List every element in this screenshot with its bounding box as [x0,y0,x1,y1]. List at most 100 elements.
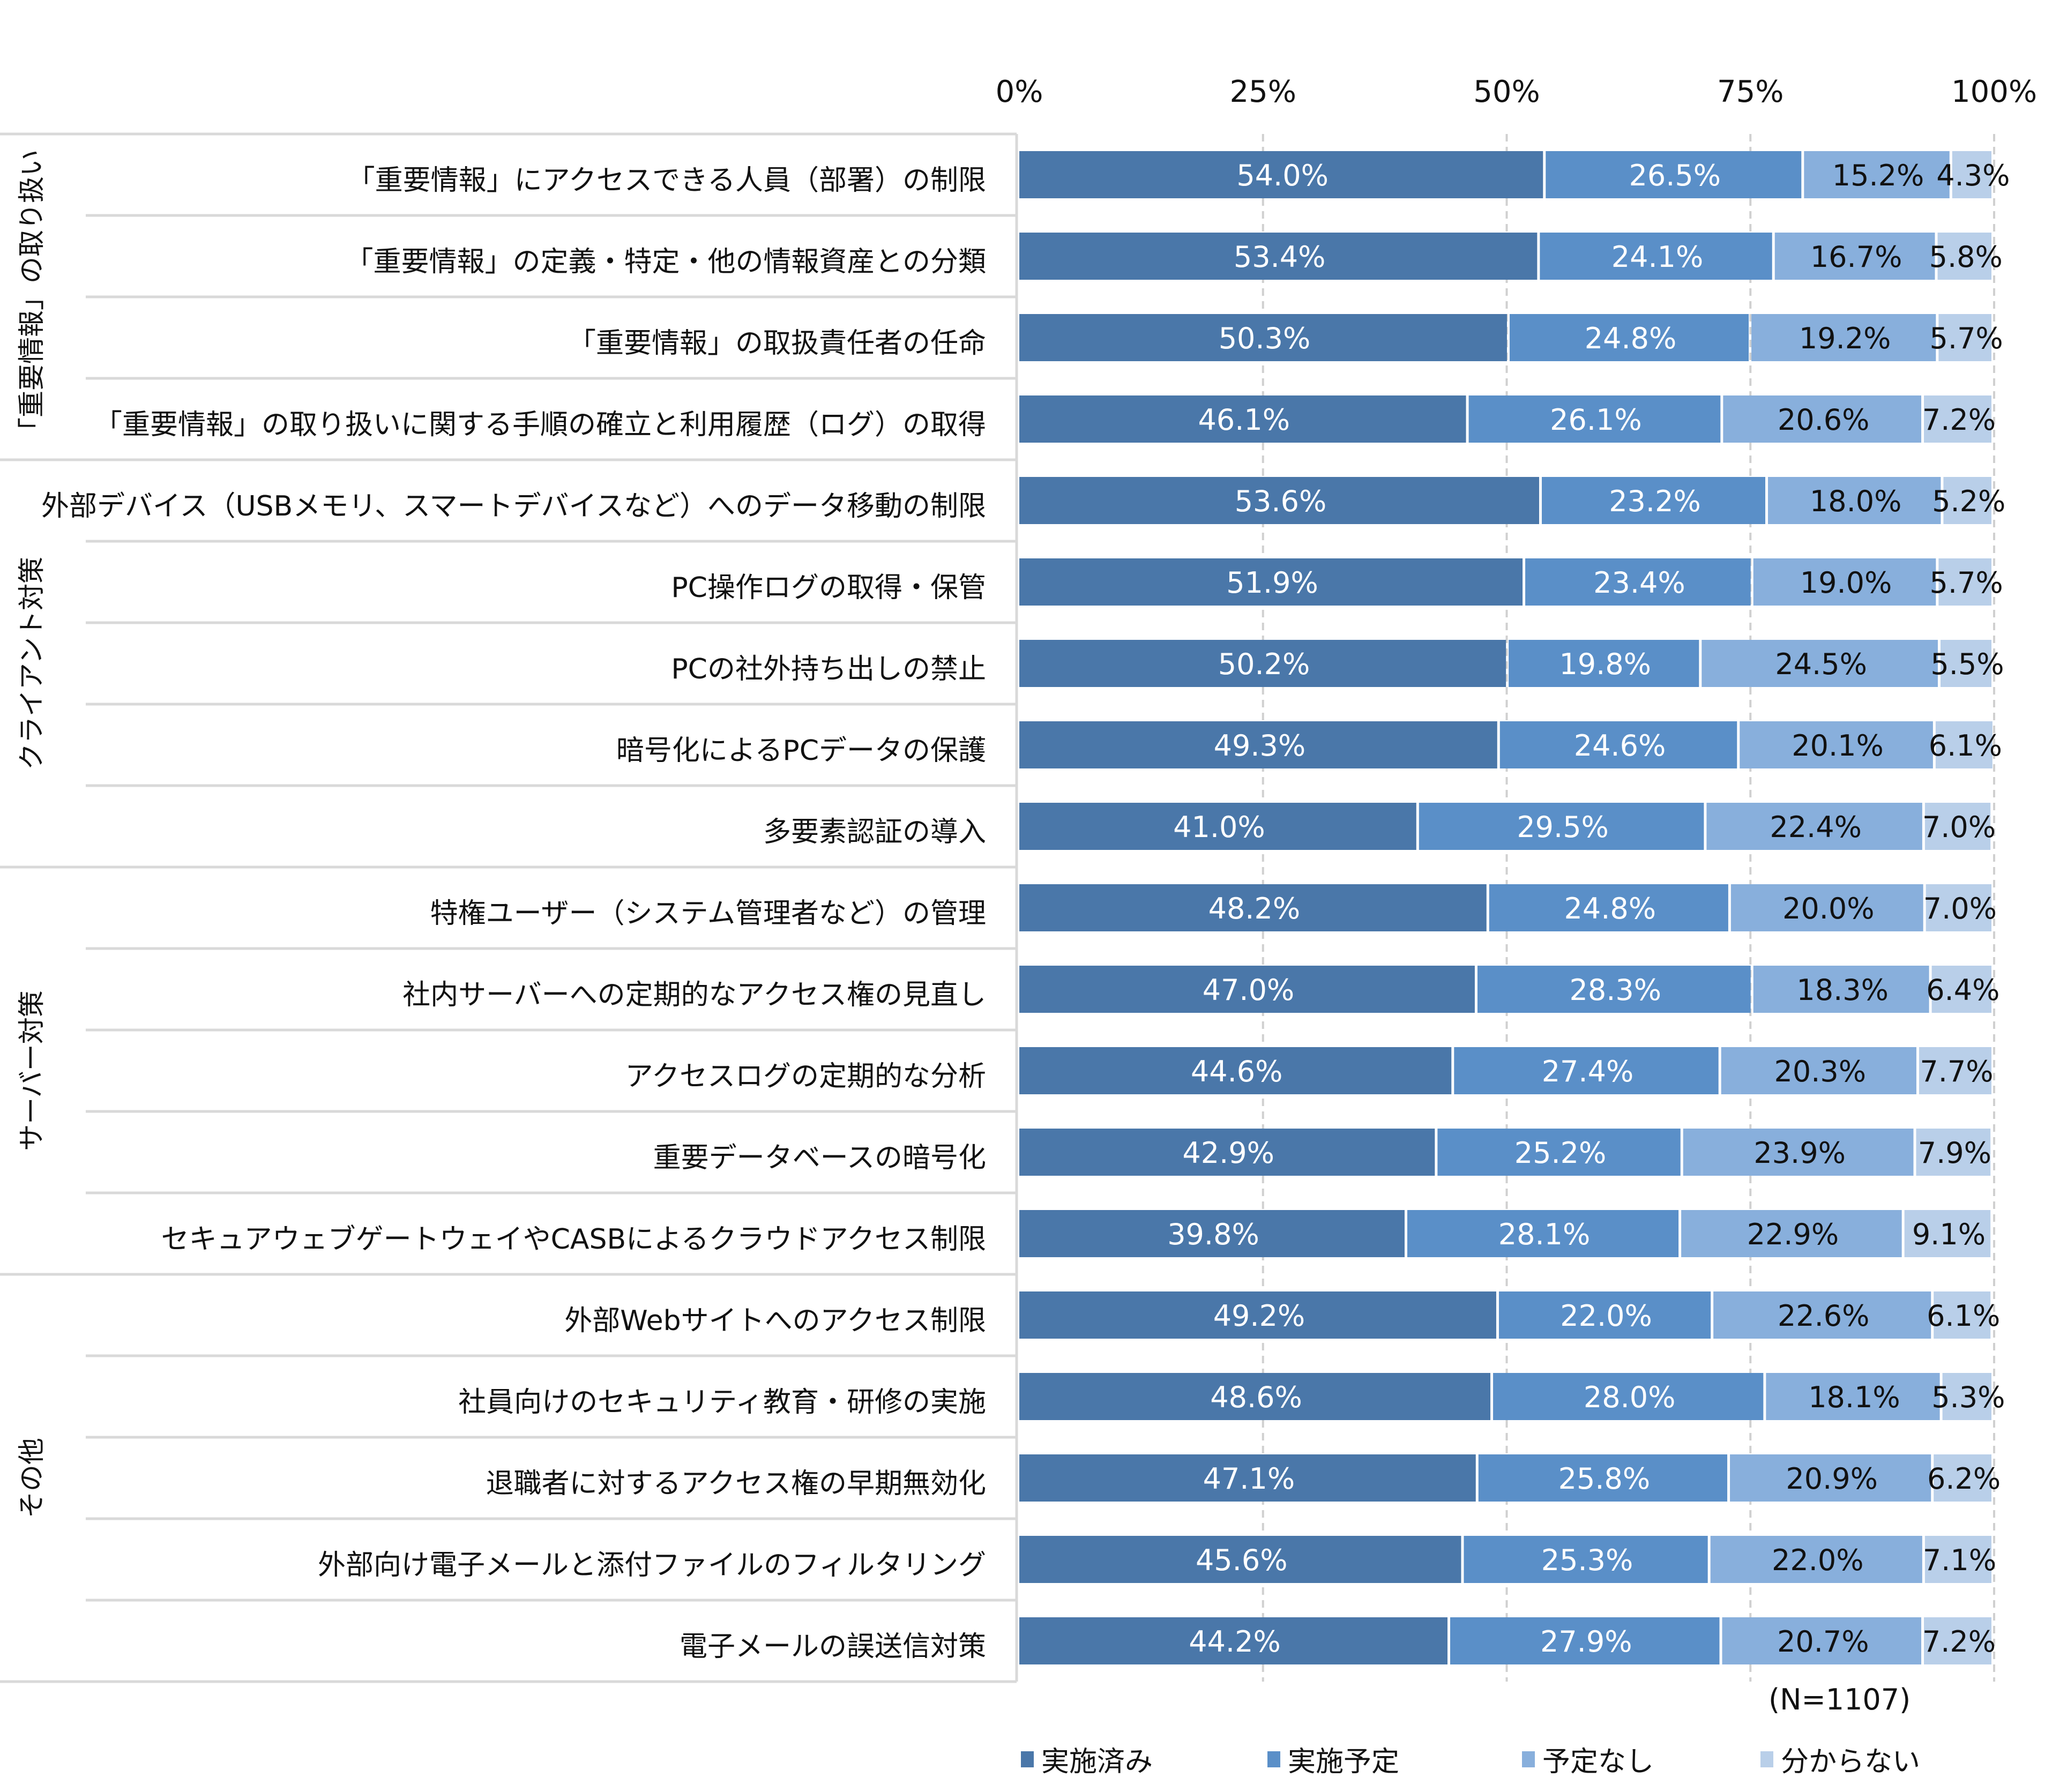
category-label: 「重要情報」にアクセスできる人員（部署）の制限 [347,165,986,197]
data-label: 5.8% [1929,240,2003,274]
bar-segment [1525,558,1751,606]
data-label: 22.0% [1560,1299,1652,1333]
bar-segment [1493,1373,1764,1420]
bar-segment [1019,1536,1461,1583]
data-label: 9.1% [1912,1218,1986,1251]
bar-segment [1722,1617,1922,1664]
data-label: 24.8% [1585,322,1677,355]
bar-segment [1509,640,1699,687]
legend-swatch [1021,1751,1034,1767]
data-label: 23.2% [1609,484,1701,518]
data-label: 24.1% [1611,240,1704,274]
data-label: 4.3% [1936,159,2010,192]
data-label: 27.9% [1540,1625,1632,1659]
legend-item: 実施予定 [1267,1739,1399,1779]
data-label: 46.1% [1198,403,1290,437]
legend-label: 予定なし [1542,1746,1654,1778]
bar-segment [1407,1210,1679,1257]
data-label: 7.2% [1922,1625,1996,1659]
bar-segment [1753,966,1929,1013]
legend-item: 実施済み [1021,1739,1153,1779]
data-label: 23.4% [1593,566,1685,600]
data-label: 25.2% [1514,1136,1607,1170]
bar-segment [1919,1047,1991,1094]
category-label: 外部デバイス（USBメモリ、スマートデバイスなど）へのデータ移動の制限 [41,490,986,522]
bar-segment [1937,233,1991,280]
data-label: 6.1% [1927,1299,2000,1333]
data-label: 19.2% [1799,322,1891,355]
bar-segment [1681,1210,1902,1257]
data-label: 20.3% [1774,1055,1867,1088]
data-label: 41.0% [1173,810,1265,844]
bar-segment [1019,233,1538,280]
bar-segment [1924,395,1991,443]
group-label: 「重要情報」の取り扱い [16,150,47,444]
bar-segment [1019,558,1523,606]
data-label: 45.6% [1196,1543,1288,1577]
bar-segment [1489,884,1728,931]
category-label: 退職者に対するアクセス権の早期無効化 [486,1468,986,1500]
data-label: 7.1% [1923,1543,1996,1577]
bar-segment [1721,1047,1916,1094]
data-label: 54.0% [1236,159,1329,192]
bar-segment [1916,1129,1991,1176]
bar-segment [1450,1617,1720,1664]
bar-segment [1740,721,1933,768]
bar-segment [1934,1454,1991,1502]
bar-segment [1713,1291,1931,1339]
bar-segment [1019,721,1497,768]
data-label: 5.7% [1930,322,2003,355]
bar-segment [1751,314,1936,361]
data-label: 20.7% [1777,1625,1869,1659]
bar-segment [1938,558,1991,606]
data-label: 42.9% [1182,1136,1274,1170]
data-label: 48.6% [1210,1380,1302,1414]
data-label: 15.2% [1832,159,1924,192]
bar-segment [1940,640,1991,687]
data-label: 44.2% [1189,1625,1281,1659]
bar-segment [1437,1129,1681,1176]
legend-swatch [1522,1751,1535,1767]
data-label: 20.9% [1786,1462,1878,1496]
group-label: クライアント対策 [16,557,47,770]
legend-swatch [1760,1751,1773,1767]
category-label: 特権ユーザー（システム管理者など）の管理 [430,898,986,930]
bar-segment [1498,1291,1711,1339]
bar-segment [1019,1291,1496,1339]
data-label: 7.0% [1922,810,1996,844]
bar-segment [1454,1047,1719,1094]
bar-segment [1019,395,1466,443]
bar-segment [1926,884,1991,931]
bar-segment [1464,1536,1708,1583]
category-label: PC操作ログの取得・保管 [671,572,986,604]
data-label: 50.2% [1218,647,1310,681]
x-tick-label: 50% [1473,74,1540,109]
bar-segment [1938,314,1991,361]
bar-segment [1702,640,1938,687]
bar-segment [1477,966,1751,1013]
data-label: 27.4% [1542,1055,1634,1088]
data-label: 25.3% [1541,1543,1633,1577]
data-label: 7.2% [1922,403,1996,437]
bar-segment [1019,151,1543,198]
bar-segment [1931,966,1991,1013]
bar-segment [1546,151,1802,198]
data-label: 24.8% [1564,892,1656,925]
bar-segment [1478,1454,1728,1502]
category-label: 重要データベースの暗号化 [653,1142,986,1174]
bar-segment [1019,1617,1447,1664]
bar-segment [1753,558,1936,606]
group-label: その他 [16,1438,47,1518]
bar-segment [1935,721,1993,768]
data-label: 16.7% [1810,240,1902,274]
data-label: 39.8% [1167,1218,1259,1251]
bar-segment [1904,1210,1991,1257]
data-label: 49.3% [1214,729,1306,763]
category-label: 社員向けのセキュリティ教育・研修の実施 [458,1386,986,1418]
data-label: 26.1% [1550,403,1642,437]
category-label: アクセスログの定期的な分析 [625,1061,986,1093]
data-label: 6.4% [1926,973,1999,1007]
bar-segment [1730,1454,1931,1502]
category-label: 社内サーバーへの定期的なアクセス権の見直し [402,979,986,1011]
data-label: 5.2% [1932,484,2005,518]
